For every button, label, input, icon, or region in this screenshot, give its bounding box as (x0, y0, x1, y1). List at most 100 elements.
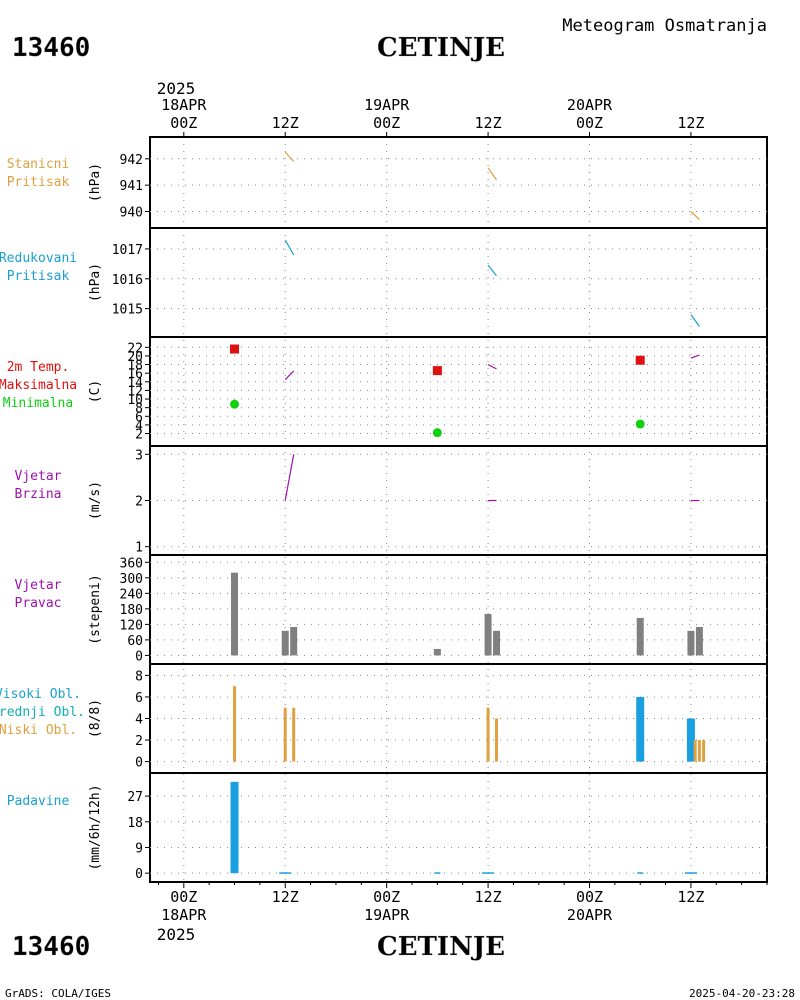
panel-2: 1015 1016 1017 (hPa) Redukovani Pritisak (0, 227, 768, 338)
series-segment (690, 211, 700, 220)
y-axis-label: (C) (88, 380, 103, 403)
series-segment (487, 167, 497, 181)
y-axis-label: (stepeni) (88, 574, 103, 644)
bar (231, 572, 239, 656)
panel-4: 1 2 3 (m/s) Vjetar Brzina (15, 445, 768, 556)
bottom-date-label: 20APR (567, 906, 613, 924)
bar (495, 718, 499, 762)
panel-legend-label: Pritisak (7, 175, 70, 190)
max-temp-marker (635, 355, 645, 365)
y-tick-label: 240 (120, 587, 143, 602)
panel-frame (149, 336, 768, 447)
bar (493, 630, 501, 656)
bottom-time-label: 12Z (272, 888, 299, 906)
max-temp-marker (432, 366, 442, 376)
y-tick-label: 942 (120, 153, 143, 168)
panel-frame (149, 136, 768, 229)
bottom-date-label: 18APR (161, 906, 207, 924)
y-tick-label: 2 (135, 428, 143, 443)
y-tick-label: 941 (120, 179, 143, 194)
panel-legend-label: Pravac (15, 596, 62, 611)
bottom-time-label: 00Z (170, 888, 197, 906)
y-tick-label: 4 (135, 713, 143, 728)
y-tick-label: 2 (135, 495, 143, 510)
series-segment (690, 314, 700, 327)
series-segment (284, 370, 295, 381)
bar (637, 872, 644, 874)
y-tick-label: 27 (127, 790, 143, 805)
panel-legend-label: Visoki Obl. (0, 687, 81, 702)
panel-frame (149, 554, 768, 665)
y-tick-label: 8 (135, 669, 143, 684)
station-name-top: CETINJE (377, 33, 505, 63)
min-temp-marker (230, 399, 240, 409)
bar (636, 696, 645, 762)
y-tick-label: 60 (127, 634, 143, 649)
y-tick-label: 1016 (112, 273, 143, 288)
bar (433, 648, 441, 656)
top-date-label: 20APR (567, 96, 613, 114)
bottom-time-label: 12Z (475, 888, 502, 906)
panel-legend-label: Vjetar (15, 469, 62, 484)
panel-legend-label: 2m Temp. (7, 360, 70, 375)
y-axis-label: (hPa) (88, 163, 103, 202)
bar (281, 630, 289, 656)
top-time-label: 12Z (475, 114, 502, 132)
bar (484, 614, 492, 656)
series-segment (284, 151, 295, 162)
y-tick-label: 1017 (112, 243, 143, 258)
y-tick-label: 6 (135, 410, 143, 425)
station-id-bottom: 13460 (12, 932, 90, 962)
y-tick-label: 2 (135, 734, 143, 749)
y-tick-label: 20 (127, 350, 143, 365)
panel-legend-label: Pritisak (7, 269, 70, 284)
series-segment (487, 364, 497, 370)
y-axis-label: (mm/6h/12h) (88, 784, 103, 870)
max-temp-marker (230, 344, 240, 354)
credit-text: GrADS: COLA/IGES (5, 987, 111, 1000)
top-time-label: 12Z (677, 114, 704, 132)
panel-legend-label: Srednji Obl. (0, 705, 85, 720)
bar (702, 740, 706, 762)
bar (290, 626, 298, 656)
bar (697, 740, 701, 762)
y-axis-label: (m/s) (88, 481, 103, 520)
y-tick-label: 9 (135, 841, 143, 856)
panel-legend-label: Minimalna (3, 396, 73, 411)
min-temp-marker (432, 428, 442, 438)
year-top: 2025 (157, 79, 196, 98)
bar (482, 872, 495, 874)
y-tick-label: 4 (135, 419, 143, 434)
y-tick-label: 1015 (112, 303, 143, 318)
y-tick-label: 0 (135, 649, 143, 664)
bar (279, 872, 292, 874)
panel-legend-label: Niski Obl. (0, 723, 77, 738)
series-segment (487, 264, 497, 277)
panel-legend-label: Stanicni (7, 157, 70, 172)
y-tick-label: 300 (120, 572, 143, 587)
y-tick-label: 1 (135, 541, 143, 556)
top-time-label: 12Z (272, 114, 299, 132)
panel-legend-label: Vjetar (15, 578, 62, 593)
bar (486, 707, 490, 762)
bar (233, 686, 237, 762)
bar (283, 707, 287, 762)
y-tick-label: 22 (127, 341, 143, 356)
y-tick-label: 3 (135, 448, 143, 463)
time-axes: 18APR18APR00Z00Z12Z12Z19APR19APR00Z00Z12… (157, 96, 768, 924)
bar (693, 740, 697, 762)
station-name-bottom: CETINJE (377, 932, 505, 962)
min-temp-marker (635, 419, 645, 429)
y-tick-label: 8 (135, 402, 143, 417)
top-time-label: 00Z (576, 114, 603, 132)
panel-frame (149, 227, 768, 338)
station-id-top: 13460 (12, 33, 90, 63)
y-tick-label: 940 (120, 205, 143, 220)
y-tick-label: 14 (127, 376, 143, 391)
chart-panels: 940941942(hPa)StanicniPritisak1015101610… (0, 136, 768, 883)
y-tick-label: 0 (135, 756, 143, 771)
y-tick-label: 180 (120, 603, 143, 618)
